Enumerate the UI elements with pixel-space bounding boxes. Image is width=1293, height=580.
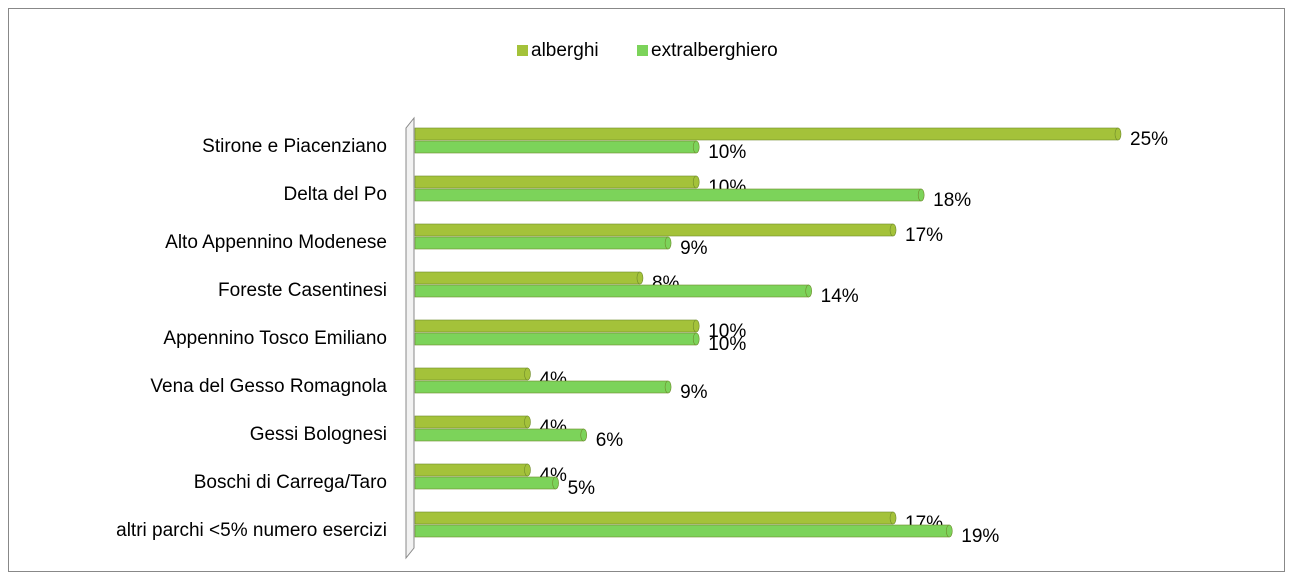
bar: [414, 476, 556, 490]
bar: [414, 367, 528, 381]
data-label: 10%: [708, 142, 746, 163]
bar: [414, 284, 809, 298]
data-label: 17%: [905, 225, 943, 246]
bar-cap: [636, 271, 644, 285]
legend-label: extralberghiero: [651, 40, 778, 61]
bar-cap: [692, 140, 700, 154]
data-label: 14%: [821, 286, 859, 307]
bar: [414, 223, 894, 237]
bar: [414, 140, 697, 154]
data-label: 9%: [680, 238, 708, 259]
bar-cap: [917, 188, 925, 202]
bar: [414, 175, 697, 189]
bar: [414, 271, 641, 285]
bar-cap: [692, 332, 700, 346]
y-tick-label: Vena del Gesso Romagnola: [150, 376, 387, 397]
bar-cap: [580, 428, 588, 442]
data-label: 18%: [933, 190, 971, 211]
y-tick-label: Stirone e Piacenziano: [202, 136, 387, 157]
data-label: 9%: [680, 382, 708, 403]
bar: [414, 332, 697, 346]
bar: [414, 127, 1119, 141]
data-label: 10%: [708, 334, 746, 355]
bar: [414, 524, 950, 538]
bar-cap: [692, 319, 700, 333]
bar-cap: [889, 223, 897, 237]
bar-cap: [692, 175, 700, 189]
bar-cap: [664, 380, 672, 394]
bar-cap: [552, 476, 559, 490]
y-tick-label: Delta del Po: [283, 184, 387, 205]
bar-cap: [524, 463, 531, 477]
legend-swatch: [517, 45, 528, 56]
y-tick-label: altri parchi <5% numero esercizi: [116, 520, 387, 541]
data-label: 5%: [568, 478, 596, 499]
bar: [414, 319, 697, 333]
bar: [414, 380, 669, 394]
bar: [414, 236, 669, 250]
data-label: 19%: [961, 526, 999, 547]
data-label: 10%: [708, 321, 746, 342]
axis-wall: [405, 116, 415, 560]
bar-cap: [889, 511, 897, 525]
y-tick-label: Gessi Bolognesi: [250, 424, 387, 445]
y-tick-label: Appennino Tosco Emiliano: [163, 328, 387, 349]
bar: [414, 428, 585, 442]
bar: [414, 188, 922, 202]
data-label: 6%: [596, 430, 624, 451]
y-tick-label: Boschi di Carrega/Taro: [194, 472, 387, 493]
legend-swatch: [637, 45, 648, 56]
bar: [414, 463, 528, 477]
bar-cap: [1114, 127, 1122, 141]
y-tick-label: Foreste Casentinesi: [218, 280, 387, 301]
bar-cap: [524, 367, 531, 381]
bar: [414, 415, 528, 429]
bar-cap: [945, 524, 953, 538]
bar-cap: [524, 415, 531, 429]
bar-cap: [805, 284, 812, 298]
data-label: 25%: [1130, 129, 1168, 150]
legend-label: alberghi: [531, 40, 599, 61]
y-tick-label: Alto Appennino Modenese: [165, 232, 387, 253]
bar: [414, 511, 894, 525]
bar-cap: [664, 236, 672, 250]
